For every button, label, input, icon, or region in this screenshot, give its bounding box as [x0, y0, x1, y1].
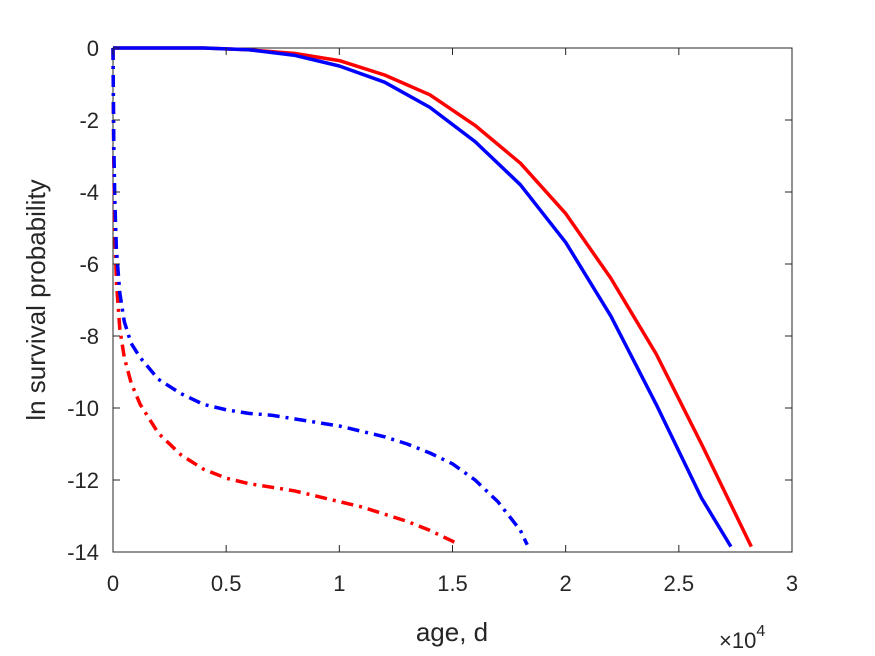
- x-tick-label: 1.5: [437, 571, 468, 596]
- x-tick-label: 0: [107, 571, 119, 596]
- y-axis-ticks: 0 -2 -4 -6 -8 -10 -12 -14: [67, 36, 792, 565]
- y-tick-label: -8: [79, 324, 99, 349]
- series-line-2-solid: [113, 46, 733, 548]
- y-tick-label: -14: [67, 540, 99, 565]
- y-tick-label: 0: [87, 36, 99, 61]
- x-tick-label: 0.5: [211, 571, 242, 596]
- x-tick-label: 2: [560, 571, 572, 596]
- y-tick-label: -4: [79, 180, 99, 205]
- x-exponent-label: ×104: [719, 623, 765, 653]
- x-exponent-base: ×10: [719, 628, 756, 653]
- x-exponent-power: 4: [756, 623, 765, 640]
- y-axis-label: ln survival probability: [21, 179, 51, 420]
- y-tick-label: -6: [79, 252, 99, 277]
- series-layer: [111, 46, 753, 548]
- plot-area: [112, 47, 793, 553]
- y-tick-label: -12: [67, 468, 99, 493]
- x-axis-label: age, d: [416, 617, 488, 647]
- x-tick-label: 3: [786, 571, 798, 596]
- x-tick-label: 2.5: [664, 571, 695, 596]
- y-tick-label: -2: [79, 108, 99, 133]
- x-tick-label: 1: [333, 571, 345, 596]
- series-line-4-dashdot: [111, 47, 529, 546]
- y-tick-label: -10: [67, 396, 99, 421]
- x-axis-ticks: 0 0.5 1 1.5 2 2.5 3: [107, 48, 798, 596]
